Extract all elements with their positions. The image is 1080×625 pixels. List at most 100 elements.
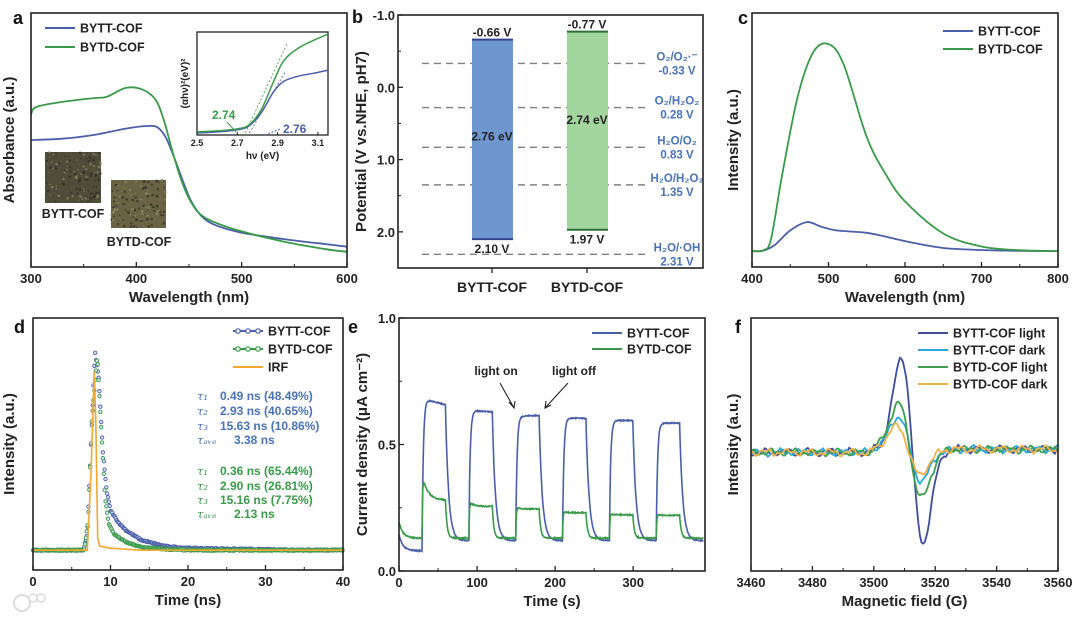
panel-letter: b <box>352 7 363 27</box>
photo-texture <box>86 152 88 155</box>
photo-texture <box>153 209 156 212</box>
x-tick-label: 30 <box>258 574 272 589</box>
legend-label: IRF <box>268 361 289 375</box>
photo-texture <box>84 179 87 181</box>
sample-photo-label: BYTT-COF <box>42 207 105 221</box>
photo-texture <box>46 163 48 165</box>
redox-level-value: 2.31 V <box>660 256 694 268</box>
photo-texture <box>49 194 52 196</box>
photo-texture <box>147 189 149 191</box>
y-tick-label: 0.0 <box>377 80 395 95</box>
data-point <box>99 435 105 440</box>
photo-texture <box>45 159 49 163</box>
photo-texture <box>117 184 120 187</box>
photo-texture <box>122 224 126 228</box>
photo-texture <box>55 162 58 166</box>
photo-texture <box>126 211 128 213</box>
lifetime-value: 3.38 ns <box>234 433 275 447</box>
lifetime-symbol: τ₂ <box>197 404 208 418</box>
photo-texture <box>80 198 82 200</box>
panel-letter: d <box>14 317 25 337</box>
photo-texture <box>89 172 93 176</box>
photo-texture <box>89 174 92 178</box>
panel-b-frame <box>397 14 704 269</box>
y-tick-label: -1.0 <box>373 8 395 23</box>
photo-texture <box>88 155 92 159</box>
photo-texture <box>144 206 147 209</box>
photo-texture <box>96 171 99 174</box>
photo-texture <box>113 198 115 200</box>
lifetime-symbol: τ₁ <box>197 464 208 478</box>
photo-texture <box>66 197 69 200</box>
arrow-icon <box>499 382 516 410</box>
photo-texture <box>97 154 99 156</box>
photo-texture <box>139 218 142 221</box>
category-label: BYTT-COF <box>457 279 527 295</box>
photo-texture <box>62 182 66 186</box>
photo-texture <box>144 186 148 189</box>
x-tick-label: 20 <box>181 574 195 589</box>
photo-texture <box>156 209 158 211</box>
photo-texture <box>48 151 51 154</box>
photo-texture <box>164 202 166 204</box>
inset-x-tick-label: 3.1 <box>312 138 325 148</box>
photo-texture <box>64 168 66 171</box>
photo-texture <box>46 190 50 193</box>
photo-texture <box>70 181 72 183</box>
x-axis-label: Wavelength (nm) <box>129 289 249 306</box>
sample-photo <box>45 152 101 203</box>
photo-texture <box>135 184 137 186</box>
photo-texture <box>81 198 84 201</box>
band-bar <box>472 39 513 240</box>
photo-texture <box>97 191 101 194</box>
x-tick-label: 3460 <box>737 575 766 590</box>
photo-texture <box>111 210 115 214</box>
x-tick-label: 600 <box>894 271 916 286</box>
light-on-annotation: light on <box>474 364 517 378</box>
photo-texture <box>113 196 116 199</box>
legend-marker <box>235 346 241 352</box>
photo-texture <box>72 153 74 155</box>
legend-label: BYTD-COF light <box>953 361 1048 375</box>
photo-texture <box>150 218 153 221</box>
lifetime-symbol: τ₂ <box>197 479 208 493</box>
data-point <box>99 425 104 430</box>
photo-texture <box>57 162 61 165</box>
x-tick-label: 0 <box>29 574 36 589</box>
photo-texture <box>144 214 146 216</box>
photo-texture <box>127 193 129 195</box>
photo-texture <box>87 190 90 192</box>
photo-texture <box>76 159 78 161</box>
panel-letter: a <box>13 8 24 28</box>
photo-texture <box>123 187 126 189</box>
y-axis-label: Intensity (a.u.) <box>725 89 742 191</box>
photo-texture <box>162 181 164 183</box>
photo-texture <box>131 198 135 202</box>
photo-texture <box>146 184 148 186</box>
data-point <box>99 440 105 445</box>
legend-label: BYTD-COF <box>268 343 333 357</box>
y-tick-label: 1.0 <box>377 153 395 168</box>
photo-texture <box>44 198 46 200</box>
photo-texture <box>46 182 49 184</box>
photo-texture <box>85 175 88 179</box>
data-point <box>103 476 108 482</box>
legend-marker <box>255 346 261 352</box>
photo-texture <box>97 178 100 181</box>
legend-label: BYTT-COF light <box>953 327 1046 341</box>
photo-texture <box>66 172 68 174</box>
photo-texture <box>150 183 153 186</box>
x-tick-label: 0 <box>395 575 402 590</box>
legend-marker <box>235 328 241 334</box>
data-point <box>104 504 109 509</box>
photo-texture <box>130 194 133 196</box>
photo-texture <box>51 176 53 178</box>
data-point <box>102 467 107 472</box>
photo-texture <box>78 151 82 155</box>
photo-texture <box>73 170 75 173</box>
photo-texture <box>50 161 53 164</box>
data-point <box>106 499 112 505</box>
panel-letter: e <box>348 317 358 337</box>
x-tick-label: 40 <box>336 574 350 589</box>
legend-label: BYTD-COF <box>627 343 692 357</box>
